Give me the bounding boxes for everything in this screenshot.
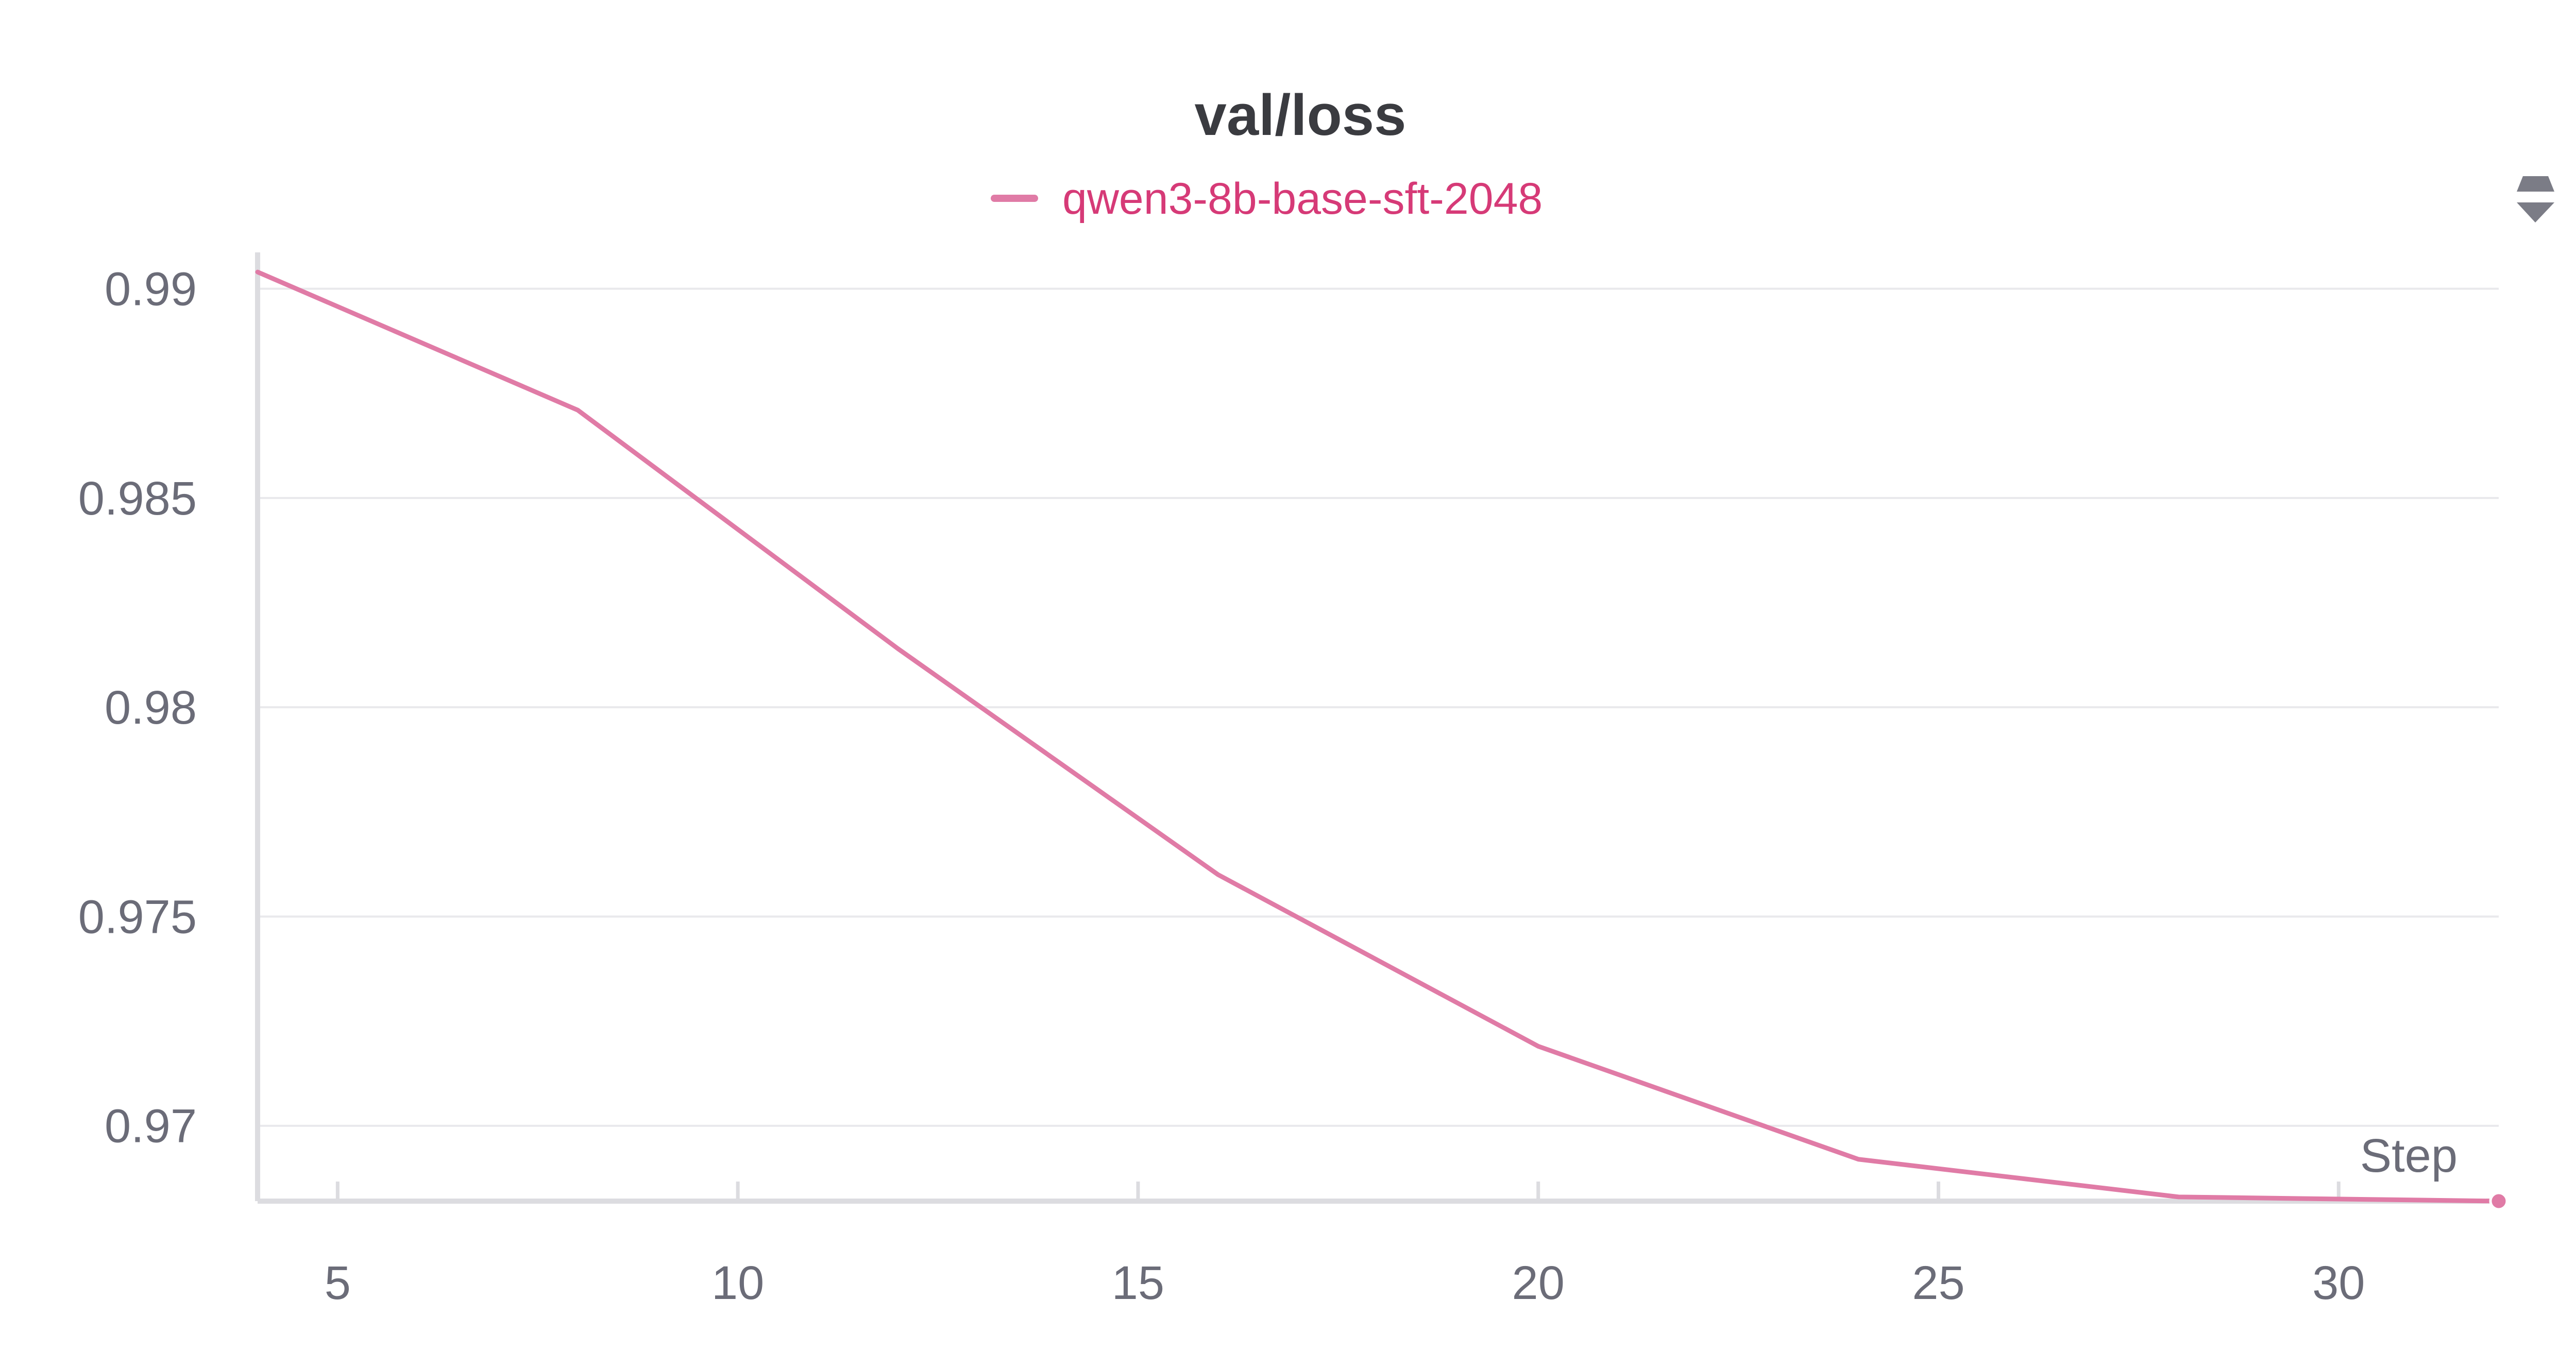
legend[interactable]: qwen3-8b-base-sft-2048 <box>991 174 1543 224</box>
legend-label: qwen3-8b-base-sft-2048 <box>1062 174 1543 224</box>
x-axis-label: Step <box>2360 1130 2458 1182</box>
series-end-point[interactable] <box>2489 1191 2509 1211</box>
y-tick-label: 0.97 <box>105 1100 197 1153</box>
x-tick-label: 20 <box>1512 1257 1565 1309</box>
y-tick-label: 0.975 <box>78 891 197 943</box>
sort-up-arrow-icon[interactable] <box>2517 176 2554 192</box>
sort-down-arrow-icon[interactable] <box>2517 202 2554 223</box>
axis-layer: 0.97 0.975 0.98 0.985 0.99 5 10 15 20 25 30 <box>78 252 2499 1309</box>
x-tick-label: 25 <box>1912 1257 1964 1309</box>
sort-arrows-icon[interactable] <box>2517 176 2554 223</box>
x-tick-label: 5 <box>325 1257 351 1309</box>
series-line[interactable] <box>255 269 2501 1204</box>
x-tick-label: 10 <box>711 1257 764 1309</box>
y-tick-label: 0.99 <box>105 263 197 316</box>
series-layer <box>255 269 2509 1211</box>
grid-layer <box>258 287 2499 1127</box>
y-tick-label: 0.985 <box>78 472 197 525</box>
y-tick-label: 0.98 <box>105 681 197 734</box>
x-tick-label: 30 <box>2312 1257 2365 1309</box>
chart-title: val/loss <box>1195 83 1406 147</box>
x-tick-label: 15 <box>1112 1257 1164 1309</box>
